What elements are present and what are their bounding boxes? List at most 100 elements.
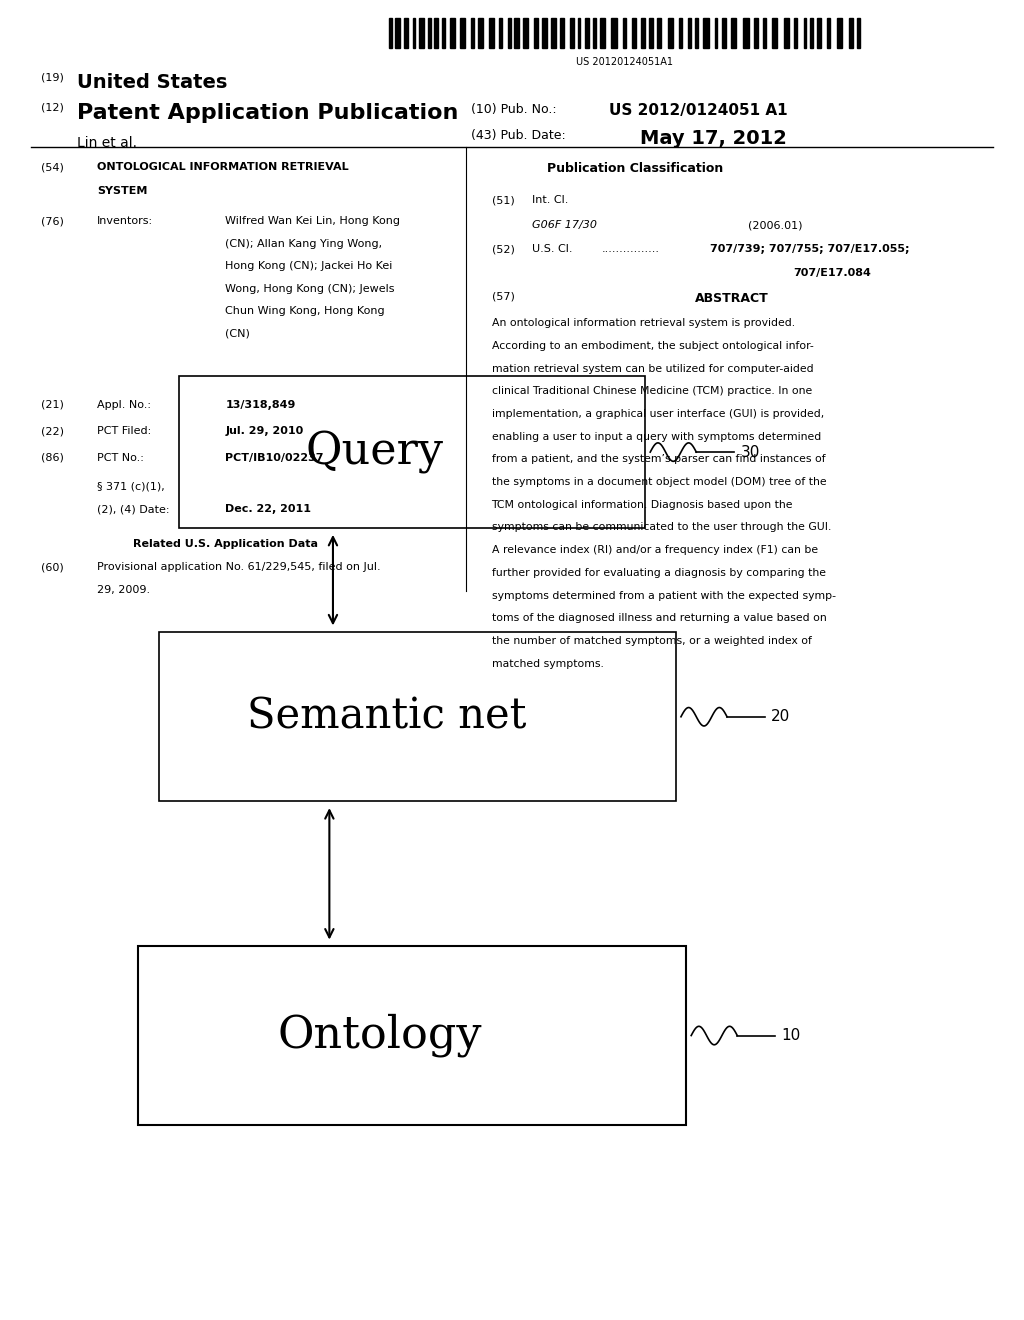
Text: (52): (52) bbox=[492, 244, 514, 255]
Bar bbox=[593, 18, 596, 48]
Bar bbox=[450, 18, 455, 48]
Text: SYSTEM: SYSTEM bbox=[97, 186, 147, 197]
Bar bbox=[551, 18, 556, 48]
Bar bbox=[657, 18, 660, 48]
Bar bbox=[578, 18, 581, 48]
Text: from a patient, and the system’s parser can find instances of: from a patient, and the system’s parser … bbox=[492, 454, 825, 465]
Bar bbox=[772, 18, 777, 48]
Bar bbox=[560, 18, 564, 48]
Text: G06F 17/30: G06F 17/30 bbox=[532, 220, 597, 231]
Text: 10: 10 bbox=[781, 1028, 801, 1043]
Text: (57): (57) bbox=[492, 292, 514, 302]
Bar bbox=[837, 18, 842, 48]
Text: An ontological information retrieval system is provided.: An ontological information retrieval sys… bbox=[492, 318, 795, 329]
Text: (CN): (CN) bbox=[225, 329, 250, 339]
Text: toms of the diagnosed illness and returning a value based on: toms of the diagnosed illness and return… bbox=[492, 614, 826, 623]
Text: Chun Wing Kong, Hong Kong: Chun Wing Kong, Hong Kong bbox=[225, 306, 385, 317]
Bar bbox=[489, 18, 494, 48]
Bar bbox=[784, 18, 788, 48]
Bar bbox=[523, 18, 527, 48]
FancyBboxPatch shape bbox=[138, 946, 686, 1125]
Bar bbox=[428, 18, 431, 48]
FancyBboxPatch shape bbox=[179, 376, 645, 528]
Bar bbox=[395, 18, 399, 48]
Text: (76): (76) bbox=[41, 216, 63, 227]
Text: (19): (19) bbox=[41, 73, 63, 83]
Bar bbox=[722, 18, 726, 48]
Bar bbox=[641, 18, 645, 48]
Text: matched symptoms.: matched symptoms. bbox=[492, 659, 603, 669]
Text: (54): (54) bbox=[41, 162, 63, 173]
Bar bbox=[389, 18, 392, 48]
Text: Wilfred Wan Kei Lin, Hong Kong: Wilfred Wan Kei Lin, Hong Kong bbox=[225, 216, 400, 227]
Text: ABSTRACT: ABSTRACT bbox=[695, 292, 769, 305]
Bar bbox=[404, 18, 408, 48]
Text: 707/739; 707/755; 707/E17.055;: 707/739; 707/755; 707/E17.055; bbox=[710, 244, 909, 255]
Text: (CN); Allan Kang Ying Wong,: (CN); Allan Kang Ying Wong, bbox=[225, 239, 382, 249]
Text: Patent Application Publication: Patent Application Publication bbox=[77, 103, 458, 123]
Text: the symptoms in a document object model (DOM) tree of the: the symptoms in a document object model … bbox=[492, 477, 826, 487]
Text: May 17, 2012: May 17, 2012 bbox=[640, 129, 786, 148]
Text: PCT Filed:: PCT Filed: bbox=[97, 426, 152, 437]
Bar bbox=[715, 18, 718, 48]
Bar bbox=[460, 18, 465, 48]
Text: (86): (86) bbox=[41, 453, 63, 463]
Bar bbox=[688, 18, 691, 48]
Text: implementation, a graphical user interface (GUI) is provided,: implementation, a graphical user interfa… bbox=[492, 409, 823, 418]
Bar bbox=[499, 18, 502, 48]
Text: Ontology: Ontology bbox=[278, 1014, 481, 1057]
Text: A relevance index (RI) and/or a frequency index (F1) can be: A relevance index (RI) and/or a frequenc… bbox=[492, 545, 817, 556]
Text: § 371 (c)(1),: § 371 (c)(1), bbox=[97, 482, 165, 492]
Bar bbox=[703, 18, 709, 48]
Text: clinical Traditional Chinese Medicine (TCM) practice. In one: clinical Traditional Chinese Medicine (T… bbox=[492, 387, 812, 396]
Bar bbox=[570, 18, 573, 48]
Bar bbox=[754, 18, 758, 48]
Bar bbox=[794, 18, 797, 48]
Bar bbox=[534, 18, 538, 48]
Bar bbox=[508, 18, 511, 48]
Bar bbox=[810, 18, 813, 48]
Bar bbox=[668, 18, 673, 48]
Bar bbox=[731, 18, 736, 48]
Text: 29, 2009.: 29, 2009. bbox=[97, 585, 151, 595]
Text: (2), (4) Date:: (2), (4) Date: bbox=[97, 504, 170, 515]
Text: Inventors:: Inventors: bbox=[97, 216, 154, 227]
Text: PCT No.:: PCT No.: bbox=[97, 453, 144, 463]
Text: (2006.01): (2006.01) bbox=[748, 220, 802, 231]
Bar bbox=[514, 18, 519, 48]
Text: (10) Pub. No.:: (10) Pub. No.: bbox=[471, 103, 557, 116]
Text: PCT/IB10/02237: PCT/IB10/02237 bbox=[225, 453, 324, 463]
Bar bbox=[623, 18, 626, 48]
Text: symptoms can be communicated to the user through the GUI.: symptoms can be communicated to the user… bbox=[492, 523, 830, 532]
Text: 30: 30 bbox=[740, 445, 760, 459]
Text: Publication Classification: Publication Classification bbox=[547, 162, 723, 176]
Text: United States: United States bbox=[77, 73, 227, 91]
Bar bbox=[442, 18, 445, 48]
Bar bbox=[743, 18, 749, 48]
Text: Provisional application No. 61/229,545, filed on Jul.: Provisional application No. 61/229,545, … bbox=[97, 562, 381, 573]
Text: Wong, Hong Kong (CN); Jewels: Wong, Hong Kong (CN); Jewels bbox=[225, 284, 395, 294]
Text: (12): (12) bbox=[41, 103, 63, 114]
Bar bbox=[857, 18, 860, 48]
Text: Appl. No.:: Appl. No.: bbox=[97, 400, 152, 411]
Text: Query: Query bbox=[306, 430, 443, 474]
Bar bbox=[478, 18, 483, 48]
Text: Dec. 22, 2011: Dec. 22, 2011 bbox=[225, 504, 311, 515]
Text: Semantic net: Semantic net bbox=[247, 696, 526, 738]
Text: 20: 20 bbox=[771, 709, 791, 725]
Text: further provided for evaluating a diagnosis by comparing the: further provided for evaluating a diagno… bbox=[492, 568, 825, 578]
Text: symptoms determined from a patient with the expected symp-: symptoms determined from a patient with … bbox=[492, 590, 836, 601]
Bar bbox=[542, 18, 547, 48]
Bar bbox=[827, 18, 830, 48]
Text: the number of matched symptoms, or a weighted index of: the number of matched symptoms, or a wei… bbox=[492, 636, 811, 645]
Text: enabling a user to input a query with symptoms determined: enabling a user to input a query with sy… bbox=[492, 432, 821, 442]
Text: (60): (60) bbox=[41, 562, 63, 573]
Text: US 20120124051A1: US 20120124051A1 bbox=[577, 57, 673, 67]
Text: (51): (51) bbox=[492, 195, 514, 206]
Text: (43) Pub. Date:: (43) Pub. Date: bbox=[471, 129, 566, 143]
Bar bbox=[471, 18, 474, 48]
Text: US 2012/0124051 A1: US 2012/0124051 A1 bbox=[609, 103, 787, 117]
Text: Hong Kong (CN); Jackei Ho Kei: Hong Kong (CN); Jackei Ho Kei bbox=[225, 261, 392, 272]
Text: 707/E17.084: 707/E17.084 bbox=[794, 268, 871, 279]
Text: ................: ................ bbox=[602, 244, 660, 255]
